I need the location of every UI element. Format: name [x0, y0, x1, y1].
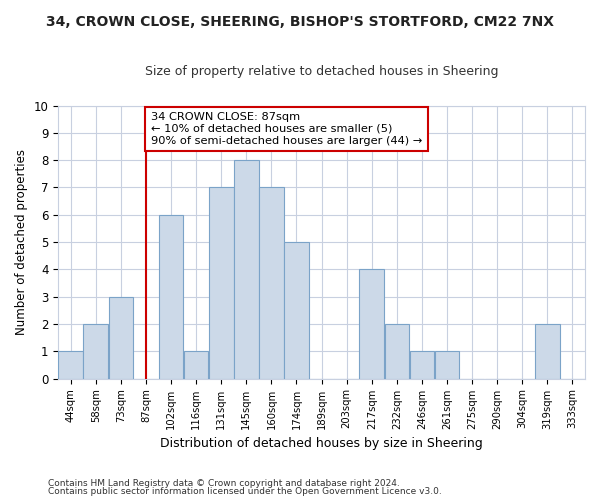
- Bar: [535, 324, 560, 378]
- Bar: [159, 215, 184, 378]
- Bar: [359, 270, 384, 378]
- Bar: [234, 160, 259, 378]
- Bar: [385, 324, 409, 378]
- Bar: [83, 324, 108, 378]
- Bar: [58, 352, 83, 378]
- Bar: [435, 352, 460, 378]
- X-axis label: Distribution of detached houses by size in Sheering: Distribution of detached houses by size …: [160, 437, 483, 450]
- Y-axis label: Number of detached properties: Number of detached properties: [15, 149, 28, 335]
- Bar: [209, 188, 233, 378]
- Bar: [284, 242, 309, 378]
- Text: 34 CROWN CLOSE: 87sqm
← 10% of detached houses are smaller (5)
90% of semi-detac: 34 CROWN CLOSE: 87sqm ← 10% of detached …: [151, 112, 422, 146]
- Title: Size of property relative to detached houses in Sheering: Size of property relative to detached ho…: [145, 65, 499, 78]
- Text: 34, CROWN CLOSE, SHEERING, BISHOP'S STORTFORD, CM22 7NX: 34, CROWN CLOSE, SHEERING, BISHOP'S STOR…: [46, 15, 554, 29]
- Bar: [184, 352, 208, 378]
- Bar: [410, 352, 434, 378]
- Bar: [259, 188, 284, 378]
- Bar: [109, 296, 133, 378]
- Text: Contains HM Land Registry data © Crown copyright and database right 2024.: Contains HM Land Registry data © Crown c…: [48, 478, 400, 488]
- Text: Contains public sector information licensed under the Open Government Licence v3: Contains public sector information licen…: [48, 487, 442, 496]
